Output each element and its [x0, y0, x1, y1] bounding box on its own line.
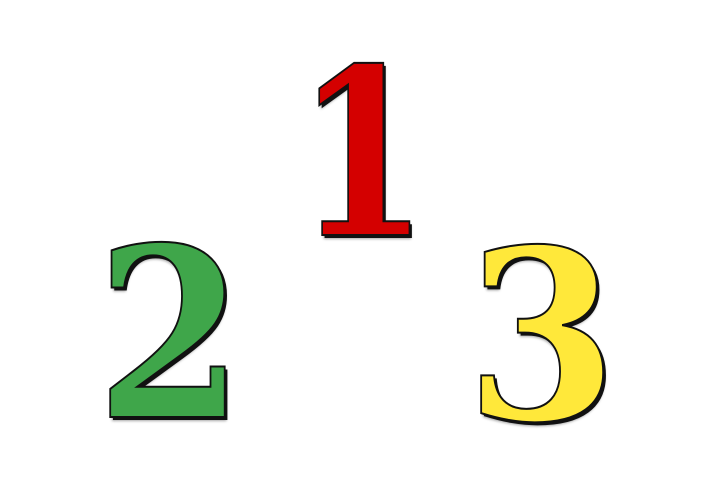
number-one: 1 [295, 17, 429, 290]
number-three: 3 [465, 197, 618, 475]
number-two: 2 [95, 195, 245, 473]
